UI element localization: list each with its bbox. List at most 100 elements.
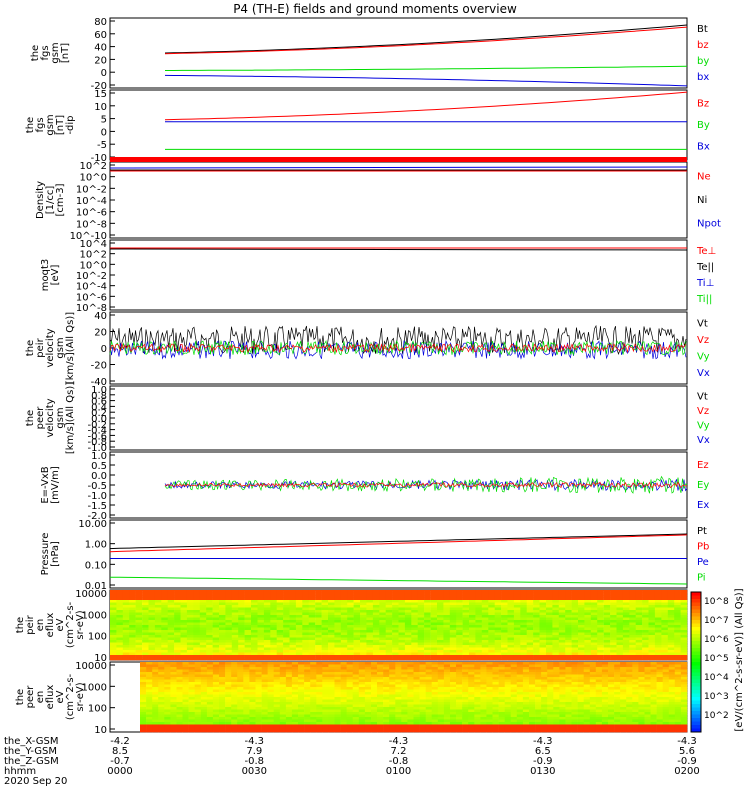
heatmap-cell	[662, 719, 670, 723]
heatmap-cell	[322, 687, 329, 690]
heatmap-cell	[383, 712, 390, 715]
heatmap-cell	[170, 679, 177, 683]
heatmap-cell	[212, 709, 220, 713]
heatmap-cell	[546, 592, 553, 596]
heatmap-cell	[553, 669, 560, 673]
heatmap-cell	[498, 714, 505, 718]
heatmap-cell	[398, 630, 406, 633]
heatmap-cell	[456, 694, 463, 698]
heatmap-cell	[474, 674, 481, 678]
heatmap-cell	[225, 707, 232, 710]
heatmap-cell	[310, 687, 317, 690]
heatmap-cell	[583, 689, 591, 693]
heatmap-cell	[603, 657, 611, 661]
heatmap-cell	[425, 692, 433, 695]
heatmap-cell	[456, 602, 463, 606]
heatmap-cell	[577, 719, 584, 723]
heatmap-cell	[510, 687, 518, 690]
heatmap-cell	[486, 669, 493, 673]
heatmap-cell	[417, 645, 425, 648]
heatmap-cell	[212, 694, 220, 698]
heatmap-cell	[589, 694, 597, 698]
heatmap-cell	[541, 672, 548, 675]
heatmap-cell	[206, 612, 213, 616]
heatmap-cell	[632, 702, 639, 705]
heatmap-cell	[237, 704, 244, 708]
heatmap-cell	[316, 712, 323, 715]
heatmap-cell	[486, 692, 493, 695]
heatmap-cell	[206, 610, 213, 613]
heatmap-cell	[310, 689, 317, 693]
heatmap-cell	[419, 697, 426, 700]
y-tick-label: -20	[91, 81, 107, 92]
heatmap-cell	[622, 625, 630, 628]
heatmap-cell	[522, 699, 530, 703]
heatmap-cell	[498, 674, 505, 678]
heatmap-cell	[116, 632, 124, 636]
heatmap-cell	[601, 664, 609, 668]
heatmap-cell	[425, 674, 433, 678]
heatmap-cell	[616, 590, 624, 593]
heatmap-cell	[360, 595, 367, 598]
heatmap-cell	[152, 674, 159, 678]
heatmap-cell	[285, 667, 293, 670]
heatmap-cell	[176, 679, 183, 683]
heatmap-cell	[238, 645, 245, 648]
heatmap-cell	[480, 672, 487, 675]
heatmap-cell	[389, 702, 396, 705]
heatmap-cell	[541, 664, 548, 668]
heatmap-cell	[668, 707, 676, 710]
heatmap-cell	[597, 592, 604, 596]
heatmap-cell	[501, 597, 508, 601]
heatmap-cell	[212, 592, 220, 596]
heatmap-cell	[552, 592, 560, 596]
heatmap-cell	[267, 692, 274, 695]
heatmap-cell	[603, 652, 611, 656]
heatmap-cell	[486, 714, 493, 718]
heatmap-cell	[315, 622, 322, 626]
heatmap-cell	[122, 655, 130, 658]
heatmap-cell	[395, 687, 402, 690]
heatmap-cell	[180, 600, 188, 603]
heatmap-cell	[449, 625, 457, 628]
heatmap-cell	[304, 672, 311, 675]
heatmap-cell	[516, 664, 524, 668]
heatmap-cell	[475, 602, 483, 606]
heatmap-cell	[194, 707, 202, 710]
heatmap-cell	[199, 640, 207, 643]
heatmap-cell	[340, 640, 348, 643]
heatmap-cell	[186, 605, 194, 608]
heatmap-cell	[182, 687, 189, 690]
heatmap-cell	[475, 605, 483, 608]
heatmap-cell	[539, 590, 547, 593]
heatmap-cell	[571, 630, 579, 633]
heatmap-cell	[140, 672, 147, 675]
heatmap-cell	[389, 667, 396, 670]
heatmap-cell	[347, 617, 354, 621]
heatmap-cell	[122, 657, 130, 661]
heatmap-cell	[358, 664, 366, 668]
heatmap-cell	[140, 682, 147, 685]
heatmap-cell	[431, 684, 439, 688]
heatmap-cell	[243, 692, 250, 695]
heatmap-cell	[571, 625, 579, 628]
heatmap-cell	[364, 679, 372, 683]
heatmap-cell	[308, 622, 316, 626]
heatmap-cell	[225, 627, 233, 631]
heatmap-cell	[547, 677, 554, 680]
heatmap-cell	[507, 600, 515, 603]
heatmap-cell	[407, 702, 414, 705]
heatmap-cell	[219, 674, 226, 678]
heatmap-cell	[680, 602, 688, 606]
heatmap-cell	[135, 605, 143, 608]
heatmap-cell	[140, 707, 147, 710]
heatmap-cell	[289, 630, 297, 633]
heatmap-cell	[291, 699, 299, 703]
heatmap-cell	[516, 702, 524, 705]
heatmap-cell	[486, 682, 493, 685]
y-tick-label: 0.10	[85, 560, 107, 571]
heatmap-cell	[129, 602, 136, 606]
heatmap-cell	[122, 652, 130, 656]
heatmap-cell	[559, 679, 566, 683]
heatmap-cell	[186, 600, 194, 603]
